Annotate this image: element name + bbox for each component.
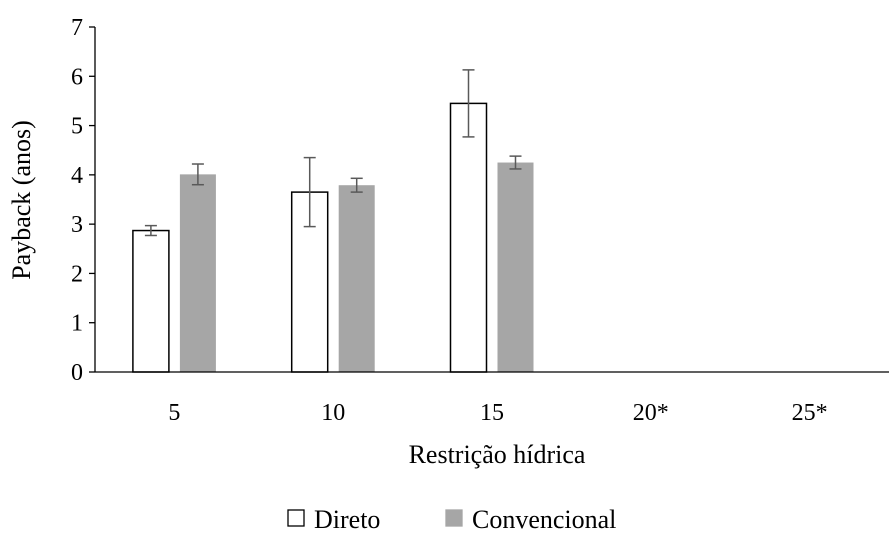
y-tick-label: 2 xyxy=(71,261,83,287)
y-tick-label: 5 xyxy=(71,114,83,140)
x-tick-label: 20* xyxy=(633,400,669,426)
bar-convencional-10 xyxy=(338,185,375,372)
x-tick-label: 15 xyxy=(480,400,504,426)
x-tick-label: 5 xyxy=(168,400,180,426)
y-tick-label: 0 xyxy=(71,360,83,386)
y-tick-label: 7 xyxy=(71,15,83,41)
legend-swatch-convencional xyxy=(445,509,463,527)
error-bars xyxy=(144,69,522,237)
y-tick-label: 4 xyxy=(71,163,83,189)
x-tick-label: 25* xyxy=(792,400,828,426)
x-axis-ticks: 5 10 15 20* 25* xyxy=(168,400,827,426)
bar-marks xyxy=(132,102,534,373)
legend-label-convencional: Convencional xyxy=(472,505,616,534)
y-axis-title: Payback (anos) xyxy=(7,120,36,280)
bar-direto-15 xyxy=(449,102,488,373)
legend: Direto Convencional xyxy=(287,505,616,534)
bar-convencional-5 xyxy=(179,174,216,372)
bar-convencional-15 xyxy=(497,162,534,372)
bar-direto-5 xyxy=(132,229,170,373)
y-tick-label: 6 xyxy=(71,64,83,90)
x-axis-title: Restrição hídrica xyxy=(409,440,586,469)
y-tick-label: 1 xyxy=(71,311,83,337)
y-tick-label: 3 xyxy=(71,212,83,238)
legend-label-direto: Direto xyxy=(314,505,380,534)
x-tick-label: 10 xyxy=(321,400,345,426)
legend-swatch-direto xyxy=(287,509,305,527)
y-axis-ticks: 0 1 2 3 4 5 6 7 xyxy=(71,15,95,386)
